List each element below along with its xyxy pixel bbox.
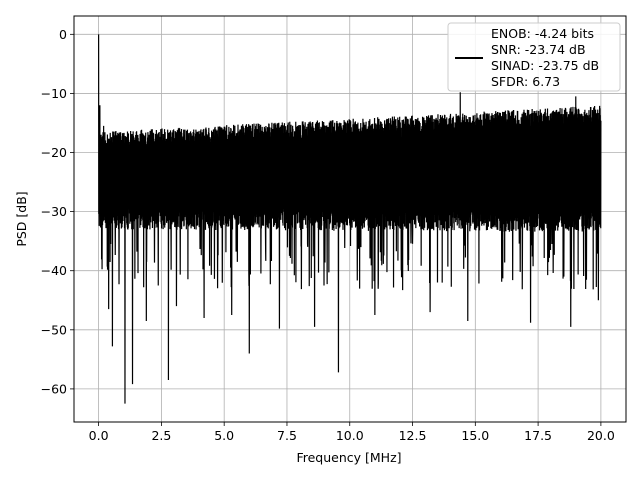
- psd-line: [98, 34, 602, 404]
- legend-sfdr: SFDR: 6.73: [491, 74, 560, 89]
- legend-enob: ENOB: -4.24 bits: [491, 26, 594, 41]
- legend-box: [447, 22, 621, 92]
- x-tick-label: 5.0: [214, 428, 234, 443]
- y-tick-label: −40: [41, 263, 67, 278]
- axis-ticks: 0.0 2.5 5.0 7.5 10.0 12.5 15.0 17.5 20.0 0 −10 −20 −…: [41, 27, 615, 443]
- y-tick-label: −20: [41, 145, 67, 160]
- legend-snr: SNR: -23.74 dB: [491, 42, 586, 57]
- x-tick-label: 0.0: [89, 428, 109, 443]
- psd-trace: [98, 34, 602, 404]
- x-tick-label: 7.5: [277, 428, 297, 443]
- legend: ENOB: -4.24 bits SNR: -23.74 dB SINAD: -…: [447, 22, 621, 92]
- x-tick-label: 17.5: [524, 428, 552, 443]
- x-tick-label: 2.5: [151, 428, 171, 443]
- legend-sinad: SINAD: -23.75 dB: [491, 58, 599, 73]
- y-tick-label: −10: [41, 86, 67, 101]
- x-tick-label: 20.0: [587, 428, 615, 443]
- x-axis-label: Frequency [MHz]: [296, 450, 401, 465]
- y-axis-label: PSD [dB]: [14, 191, 29, 246]
- x-tick-label: 15.0: [461, 428, 489, 443]
- x-tick-label: 10.0: [336, 428, 364, 443]
- y-tick-label: −50: [41, 322, 67, 337]
- y-tick-label: 0: [59, 27, 67, 42]
- y-tick-label: −30: [41, 204, 67, 219]
- y-tick-label: −60: [41, 381, 67, 396]
- x-tick-label: 12.5: [399, 428, 427, 443]
